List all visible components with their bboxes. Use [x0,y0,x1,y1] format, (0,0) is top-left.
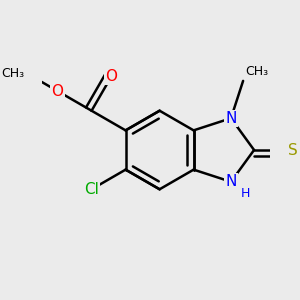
Text: Cl: Cl [84,182,99,197]
Text: N: N [225,111,237,126]
Text: CH₃: CH₃ [2,67,25,80]
Text: N: N [225,174,237,189]
Text: S: S [289,142,298,158]
Text: H: H [240,188,250,200]
Text: O: O [52,84,64,99]
Text: CH₃: CH₃ [245,65,268,78]
Text: O: O [105,69,117,84]
